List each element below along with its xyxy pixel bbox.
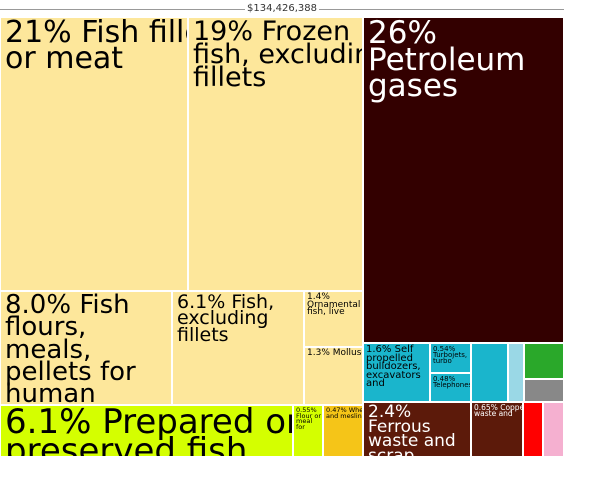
tile-label: 0.48% Telephones <box>433 375 471 390</box>
tile-label: 19% Frozen fish, excluding fillets <box>193 17 362 94</box>
value-label: 0.47% <box>326 406 347 414</box>
tile-label: 0.47% Wheat and meslin <box>326 406 363 420</box>
tile: 2.4% Ferrous waste and scrap <box>363 402 471 457</box>
deco-tile <box>524 343 564 379</box>
tile: 0.55% Flour or meal for <box>293 405 323 457</box>
category-label: Wheat and meslin <box>326 406 363 420</box>
chart-title: $134,426,388 <box>0 3 564 14</box>
tile: 6.1% Fish, excluding fillets <box>172 291 304 405</box>
value-label: 26% <box>368 17 437 51</box>
tile: 1.6% Self propelled bulldozers, excavato… <box>363 343 430 402</box>
deco-tile <box>524 379 564 402</box>
category-label: Frozen fish, excluding fillets <box>193 17 362 94</box>
value-label: 2.4% <box>368 402 412 422</box>
tile: 0.54% Turbojets, turbo <box>430 343 471 373</box>
category-label: Ferrous waste and scrap <box>368 416 456 457</box>
value-label: 0.54% <box>433 345 456 353</box>
category-label: Molluscs <box>332 348 362 358</box>
category-label: Telephones <box>433 381 471 390</box>
tile: 26% Petroleum gases <box>363 17 564 343</box>
category-label: Ornamental fish, live <box>307 299 361 318</box>
category-label: Self propelled bulldozers, excavators an… <box>366 344 421 390</box>
category-label: Fish fillets or meat <box>5 17 187 76</box>
value-label: 0.55% <box>296 406 317 414</box>
tile: 6.1% Prepared or preserved fish <box>0 405 293 457</box>
tile: 19% Frozen fish, excluding fillets <box>188 17 363 291</box>
tile-label: 2.4% Ferrous waste and scrap <box>368 402 470 457</box>
value-label: 1.3% <box>307 348 330 358</box>
tile-label: 0.55% Flour or meal for <box>296 406 322 431</box>
tile: 0.47% Wheat and meslin <box>323 405 363 457</box>
tile-label: 1.4% Ornamental fish, live <box>307 292 362 318</box>
value-label: 6.1% <box>177 291 226 313</box>
deco-tile <box>508 343 524 402</box>
tile-label: 6.1% Fish, excluding fillets <box>177 291 303 346</box>
category-label: Copper waste and <box>474 403 522 419</box>
deco-tile <box>523 402 543 457</box>
tile: 0.65% Copper waste and <box>471 402 523 457</box>
tile-label: 1.3% Molluscs <box>307 348 362 358</box>
tile: 0.48% Telephones <box>430 373 471 402</box>
deco-tile <box>471 343 508 402</box>
tile-label: 0.54% Turbojets, turbo <box>433 345 470 366</box>
tile-label: 26% Petroleum gases <box>368 17 563 102</box>
tile: 1.4% Ornamental fish, live <box>304 291 363 347</box>
category-label: Prepared or preserved fish <box>5 405 293 457</box>
value-label: 6.1% <box>5 405 92 442</box>
title-text: $134,426,388 <box>245 3 319 14</box>
tile-label: 21% Fish fillets or meat <box>5 17 187 73</box>
tile-label: 0.65% Copper waste and <box>474 403 522 419</box>
category-label: Fish flours, meals, pellets for human <box>5 291 136 405</box>
tile-label: 8.0% Fish flours, meals, pellets for hum… <box>5 291 171 405</box>
value-label: 0.48% <box>433 375 456 383</box>
category-label: Fish, excluding fillets <box>177 291 275 346</box>
tile-label: 1.6% Self propelled bulldozers, excavato… <box>366 344 429 390</box>
tile: 1.3% Molluscs <box>304 347 363 405</box>
value-label: 8.0% <box>5 291 72 320</box>
value-label: 1.6% <box>366 344 392 355</box>
category-label: Petroleum gases <box>368 41 526 105</box>
tile: 21% Fish fillets or meat <box>0 17 188 291</box>
value-label: 1.4% <box>307 292 330 302</box>
value-label: 0.65% <box>474 403 498 412</box>
category-label: Flour or meal for <box>296 411 322 431</box>
deco-tile <box>543 402 564 457</box>
tile-label: 6.1% Prepared or preserved fish <box>5 405 293 457</box>
value-label: 21% <box>5 17 72 50</box>
tile: 8.0% Fish flours, meals, pellets for hum… <box>0 291 172 405</box>
category-label: Turbojets, turbo <box>433 351 468 366</box>
value-label: 19% <box>193 17 254 47</box>
